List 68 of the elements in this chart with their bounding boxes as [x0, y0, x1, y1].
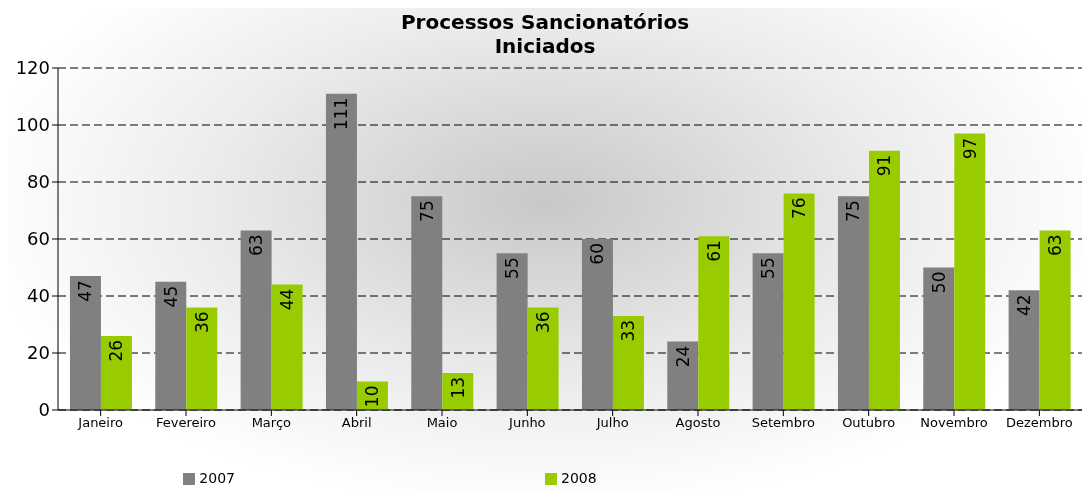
data-label: 55 [758, 257, 779, 279]
bar [581, 239, 613, 410]
x-tick-label: Janeiro [77, 415, 124, 431]
bar [100, 335, 132, 410]
data-label: 61 [703, 240, 724, 262]
data-label: 47 [75, 280, 96, 302]
bar [325, 93, 357, 410]
data-label: 10 [362, 385, 383, 408]
data-label: 111 [331, 97, 352, 131]
bar [271, 284, 303, 410]
data-label: 36 [191, 311, 212, 334]
bar [527, 307, 559, 410]
bar [783, 193, 815, 410]
bar [1008, 290, 1040, 410]
legend-label: 2007 [199, 470, 235, 486]
bar [954, 133, 986, 410]
bar [496, 253, 528, 410]
x-tick-label: Abril [341, 415, 372, 431]
y-tick-label: 80 [27, 171, 50, 193]
data-label: 13 [447, 376, 468, 399]
data-label: 36 [533, 311, 554, 334]
bar [923, 267, 955, 410]
data-label: 63 [1045, 234, 1066, 257]
data-label: 97 [959, 137, 980, 160]
bar [155, 281, 187, 410]
bar [752, 253, 784, 410]
data-label: 75 [843, 200, 864, 222]
data-label: 50 [928, 271, 949, 294]
bar [411, 196, 443, 410]
bar [868, 150, 900, 410]
bar [186, 307, 218, 410]
y-tick-label: 40 [27, 285, 50, 307]
data-label: 24 [672, 345, 693, 368]
data-label: 44 [277, 288, 298, 311]
data-label: 55 [502, 257, 523, 279]
x-tick-label: Março [251, 415, 292, 431]
data-label: 63 [246, 234, 267, 257]
bar [667, 341, 699, 410]
bar [1039, 230, 1071, 410]
data-label: 42 [1014, 294, 1035, 316]
x-tick-label: Dezembro [1005, 415, 1073, 431]
data-label: 60 [587, 243, 608, 265]
x-tick-label: Fevereiro [155, 415, 217, 431]
x-tick-label: Novembro [920, 415, 988, 431]
x-tick-label: Outubro [842, 415, 896, 431]
y-tick-label: 20 [27, 342, 50, 364]
chart-title: Processos Sancionatórios Iniciados [399, 9, 691, 58]
data-label: 26 [106, 339, 127, 362]
data-label: 45 [160, 285, 181, 308]
y-tick-label: 0 [38, 399, 50, 421]
data-label: 75 [416, 200, 437, 222]
data-label: 33 [618, 319, 639, 342]
x-tick-label: Julho [595, 415, 629, 431]
bar [698, 236, 730, 410]
legend-label: 2008 [561, 470, 597, 486]
y-tick-label: 100 [15, 114, 50, 136]
bar [69, 276, 101, 410]
x-tick-label: Maio [426, 415, 458, 431]
bar [612, 315, 644, 410]
y-tick-label: 120 [15, 57, 50, 79]
bar [837, 196, 869, 410]
x-tick-label: Junho [508, 415, 546, 431]
y-tick-label: 60 [27, 228, 50, 250]
x-tick-label: Setembro [751, 415, 816, 431]
x-tick-label: Agosto [675, 415, 721, 431]
data-label: 91 [874, 154, 895, 177]
bar [240, 230, 272, 410]
data-label: 76 [789, 197, 810, 220]
